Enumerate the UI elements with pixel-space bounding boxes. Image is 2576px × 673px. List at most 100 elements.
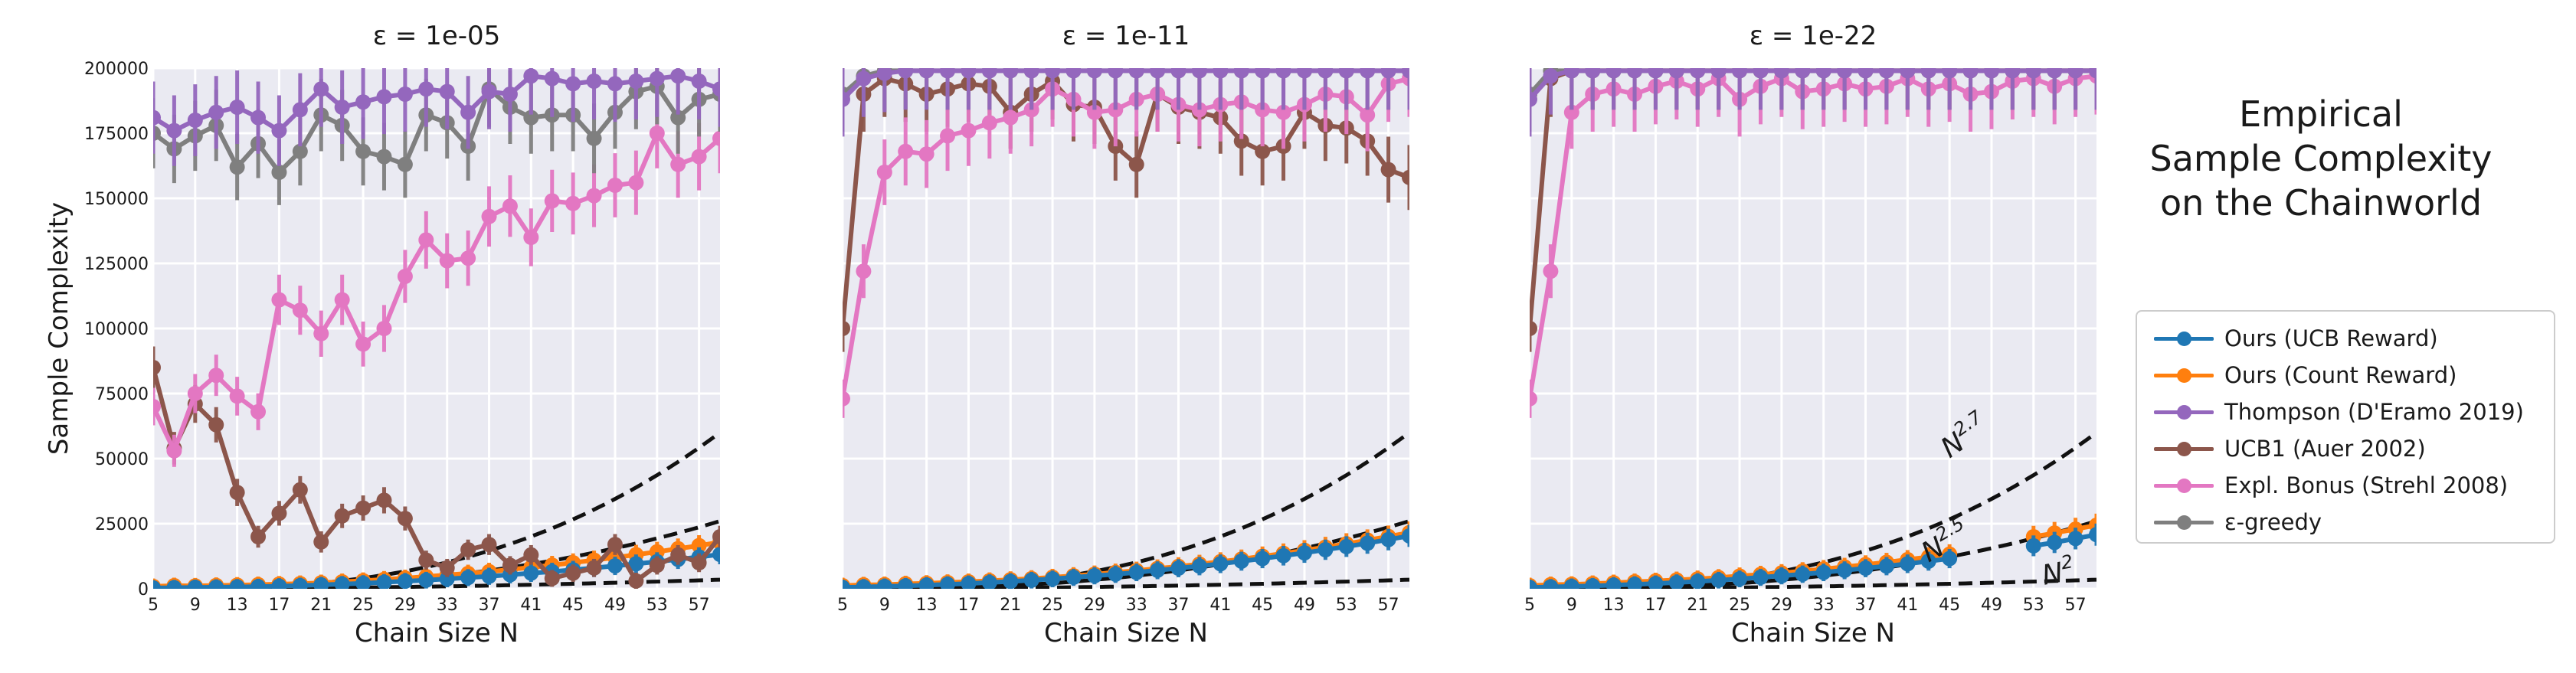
plot-area <box>1530 68 2096 589</box>
legend-item-epsilon-greedy: ε-greedy <box>2149 506 2322 538</box>
panel-1: 0 25000 50000 75000 100000 125000 150000 175000… <box>84 21 720 648</box>
series-line <box>843 76 1409 400</box>
legend-item-ours-count: Ours (Count Reward) <box>2149 359 2457 391</box>
data-point <box>1023 572 1039 588</box>
series-thompson-d-eramo-2019- <box>843 68 1409 137</box>
data-point <box>292 302 308 319</box>
x-tick-label: 29 <box>1771 596 1792 615</box>
series-ours-ucb-reward- <box>1530 523 2096 589</box>
data-point <box>1255 68 1271 79</box>
data-point <box>355 143 372 159</box>
reference-curve <box>1530 577 2096 589</box>
data-point <box>334 292 350 308</box>
data-point <box>565 76 581 92</box>
data-point <box>229 485 245 501</box>
data-point <box>334 508 350 524</box>
y-tick-label: 0 <box>138 580 149 599</box>
data-point <box>940 128 956 144</box>
data-point <box>1108 566 1124 582</box>
data-point <box>397 573 413 589</box>
data-point <box>397 511 413 527</box>
data-point <box>376 492 392 508</box>
x-tick-label: 25 <box>352 596 374 615</box>
data-point <box>856 70 872 87</box>
series-line <box>843 76 1409 329</box>
data-point <box>607 537 623 553</box>
data-point <box>981 574 997 589</box>
data-point <box>876 165 892 180</box>
data-point <box>1837 562 1853 578</box>
data-point <box>1296 545 1312 561</box>
data-point <box>1753 68 1769 79</box>
data-point <box>1128 156 1144 172</box>
data-point <box>153 580 161 589</box>
data-point <box>418 232 434 248</box>
data-point <box>397 87 413 102</box>
data-point <box>1920 553 1936 569</box>
data-point <box>313 534 329 550</box>
legend-swatch <box>2149 322 2218 354</box>
data-point <box>439 571 455 587</box>
data-point <box>1233 553 1249 569</box>
data-point <box>1402 169 1409 185</box>
data-point <box>1191 68 1207 79</box>
data-point <box>544 193 560 209</box>
x-tick-label: 53 <box>1336 596 1357 615</box>
data-point <box>1858 560 1874 577</box>
data-point <box>1233 68 1249 79</box>
data-point <box>1170 68 1187 79</box>
x-tick-label: 57 <box>2065 596 2087 615</box>
x-tick-label: 33 <box>437 596 458 615</box>
x-tick-label: 5 <box>148 596 159 615</box>
x-tick-label: 13 <box>916 596 938 615</box>
legend-swatch <box>2149 433 2218 465</box>
data-point <box>586 560 602 576</box>
series-line <box>153 367 720 583</box>
data-point <box>961 68 977 79</box>
data-point <box>586 74 602 89</box>
data-point <box>1530 390 1537 407</box>
data-point <box>876 68 892 81</box>
legend-item-thompson: Thompson (D'Eramo 2019) <box>2149 396 2524 428</box>
data-point <box>334 100 350 115</box>
x-tick-label: 25 <box>1729 596 1750 615</box>
data-point <box>628 74 644 89</box>
plot-area <box>153 68 720 589</box>
y-tick-label: 50000 <box>95 450 149 469</box>
data-point <box>981 115 997 131</box>
data-point <box>292 143 308 159</box>
x-axis-label: Chain Size N <box>1731 618 1895 648</box>
data-point <box>460 570 476 586</box>
data-point <box>2047 534 2063 550</box>
reference-curve <box>843 577 1409 589</box>
data-point <box>1710 572 1727 588</box>
data-point <box>355 94 372 110</box>
data-point <box>187 113 203 128</box>
annotation-exponent: 2 <box>2059 550 2074 573</box>
panel-title: ε = 1e-22 <box>1750 21 1877 51</box>
data-point <box>292 577 308 589</box>
x-tick-label: 49 <box>1294 596 1315 615</box>
data-point <box>712 547 720 563</box>
data-point <box>250 403 267 420</box>
data-point <box>2005 68 2021 79</box>
data-point <box>1530 91 1537 107</box>
data-point <box>292 482 308 498</box>
data-point <box>1962 68 1979 79</box>
data-point <box>1900 556 1916 572</box>
data-point <box>313 577 329 589</box>
data-point <box>1360 535 1376 551</box>
data-point <box>1296 68 1312 79</box>
data-point <box>607 178 623 193</box>
data-point <box>1668 68 1684 79</box>
data-point <box>229 579 245 589</box>
data-point <box>856 263 872 279</box>
data-point <box>1150 68 1166 79</box>
data-point <box>1086 568 1102 583</box>
data-point <box>2067 531 2083 547</box>
data-point <box>1668 574 1684 589</box>
x-tick-label: 21 <box>310 596 332 615</box>
data-point <box>918 577 934 589</box>
data-point <box>313 81 329 97</box>
x-tick-label: 21 <box>1687 596 1708 615</box>
